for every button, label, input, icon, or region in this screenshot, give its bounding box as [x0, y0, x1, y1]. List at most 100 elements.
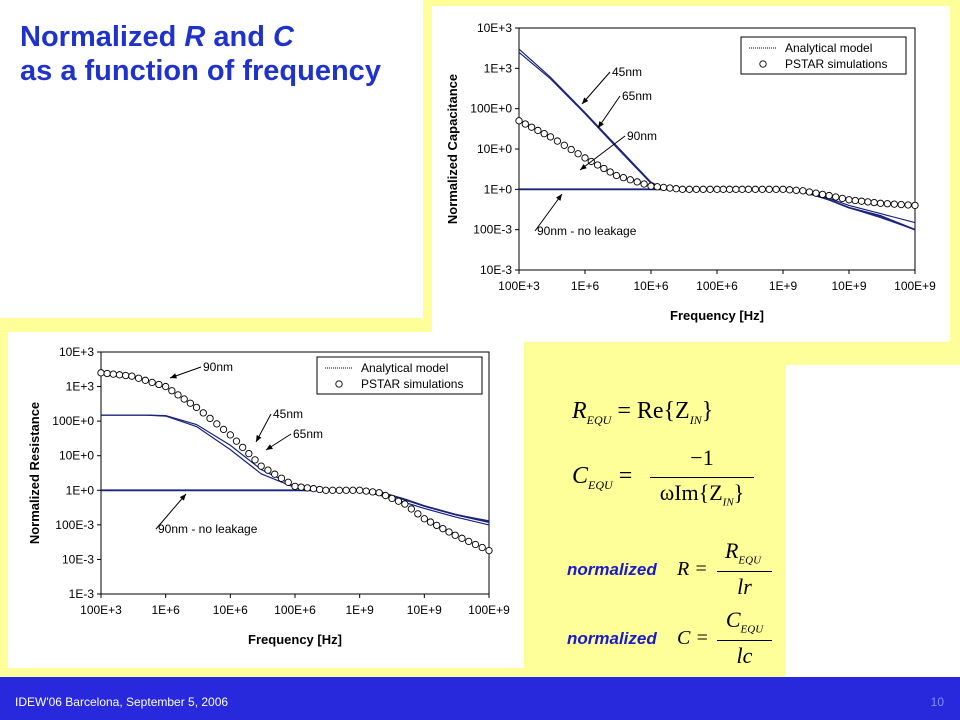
- series-marker: [180, 395, 188, 403]
- annotation-label: 65nm: [293, 427, 323, 441]
- series-marker: [732, 185, 740, 193]
- annotation-label: 45nm: [612, 65, 642, 79]
- series-marker: [192, 403, 201, 412]
- legend-entry: Analytical model: [361, 361, 448, 375]
- y-tick-label: 1E+3: [484, 61, 513, 75]
- series-marker: [257, 462, 265, 470]
- y-tick-label: 1E-3: [69, 587, 95, 601]
- x-tick-label: 100E+6: [696, 279, 738, 293]
- y-tick-label: 10E-3: [62, 552, 94, 566]
- series-marker: [567, 145, 575, 154]
- legend-box: [740, 36, 907, 75]
- annotation-arrowhead: [256, 435, 262, 442]
- norm-c-num-sub: EQU: [740, 623, 764, 636]
- legend-entry: PSTAR simulations: [361, 377, 463, 391]
- series-marker: [213, 420, 221, 428]
- series-marker: [719, 185, 727, 193]
- title-line-1: Normalized R and C: [20, 20, 381, 54]
- series-marker: [297, 483, 305, 491]
- series-marker: [122, 371, 130, 380]
- series-marker: [309, 485, 318, 493]
- y-tick-label: 100E+0: [52, 414, 94, 428]
- series-marker: [239, 443, 247, 452]
- series-marker: [521, 120, 529, 128]
- series-marker: [219, 425, 228, 434]
- series-marker: [362, 487, 370, 495]
- annotation-arrow: [597, 95, 621, 129]
- x-tick-label: 10E+6: [633, 279, 668, 293]
- series-marker: [738, 185, 746, 193]
- legend-box: [316, 356, 483, 395]
- equation-r-equ: REQU = Re{ZIN}: [572, 398, 713, 428]
- norm-c-var: C =: [677, 627, 709, 649]
- annotation-arrow: [534, 193, 563, 232]
- series-marker: [864, 198, 872, 206]
- series-marker: [316, 485, 324, 494]
- series-marker: [401, 500, 409, 508]
- equation-norm-r: normalized R = REQU lr: [567, 538, 782, 608]
- series-marker: [713, 185, 721, 193]
- series-marker: [375, 489, 383, 497]
- series-marker: [426, 518, 435, 526]
- norm-r-fraction-bar: [717, 571, 772, 572]
- c-equ-fraction-bar: [650, 477, 754, 478]
- series-marker: [779, 185, 787, 193]
- c-equ-denominator: ωIm{ZIN}: [650, 480, 754, 508]
- norm-r-var: R =: [677, 558, 708, 580]
- norm-c-word: normalized: [567, 629, 657, 648]
- annotation-arrow: [579, 135, 626, 171]
- footer-bar: IDEW'06 Barcelona, September 5, 2006 10: [0, 677, 960, 720]
- y-tick-label: 10E+3: [59, 345, 94, 359]
- legend-entry: PSTAR simulations: [785, 57, 887, 71]
- series-marker: [897, 200, 905, 209]
- y-tick-label: 1E+3: [66, 380, 95, 394]
- norm-r-den: lr: [737, 574, 752, 599]
- x-axis-label: Frequency [Hz]: [248, 632, 342, 647]
- series-marker: [744, 185, 753, 193]
- norm-r-num-sub: EQU: [738, 554, 762, 567]
- legend-marker-swatch: [759, 60, 767, 68]
- title-var-r: R: [184, 21, 206, 53]
- series-marker: [356, 486, 364, 494]
- series-marker: [388, 494, 396, 503]
- x-tick-label: 1E+6: [571, 279, 600, 293]
- series-marker: [581, 154, 589, 162]
- series-marker: [619, 173, 628, 182]
- series-marker: [606, 168, 614, 176]
- x-tick-label: 1E+6: [151, 603, 180, 617]
- series-marker: [574, 150, 582, 158]
- annotation-arrow: [581, 71, 611, 105]
- series-marker: [335, 486, 344, 494]
- resistance-chart: 10E+3 1E+3 100E+0 10E+0 1E+0 100E-3 10E-3 1E-3 1…: [27, 345, 510, 647]
- series-marker: [128, 372, 136, 380]
- series-marker: [600, 164, 608, 173]
- annotation-label: 45nm: [273, 407, 303, 421]
- r-equ-rhs-sub: IN: [689, 412, 702, 427]
- series-marker: [647, 182, 655, 190]
- series-marker: [515, 117, 523, 125]
- series-marker: [277, 474, 286, 482]
- series-marker: [414, 510, 422, 518]
- series-marker: [251, 456, 259, 464]
- series-marker: [772, 185, 780, 193]
- y-axis-label: Normalized Resistance: [27, 402, 42, 544]
- title-word-normalized: Normalized: [20, 21, 177, 53]
- series-marker: [659, 183, 668, 192]
- series-marker: [672, 185, 680, 193]
- x-tick-label: 1E+9: [769, 279, 798, 293]
- series-marker: [534, 126, 542, 135]
- series-marker: [553, 137, 562, 145]
- x-tick-label: 10E+6: [213, 603, 248, 617]
- series-marker: [765, 185, 773, 193]
- x-tick-label: 1E+9: [345, 603, 374, 617]
- series-marker: [232, 437, 241, 445]
- series-marker: [904, 201, 912, 209]
- y-tick-label: 10E-3: [480, 263, 512, 277]
- series-marker: [666, 184, 674, 192]
- series-marker: [141, 376, 150, 384]
- series-marker: [174, 391, 182, 399]
- series-marker: [349, 486, 357, 494]
- slide-title: Normalized R and C as a function of freq…: [20, 20, 381, 88]
- series-marker: [148, 378, 156, 387]
- annotation-arrowhead: [170, 373, 177, 379]
